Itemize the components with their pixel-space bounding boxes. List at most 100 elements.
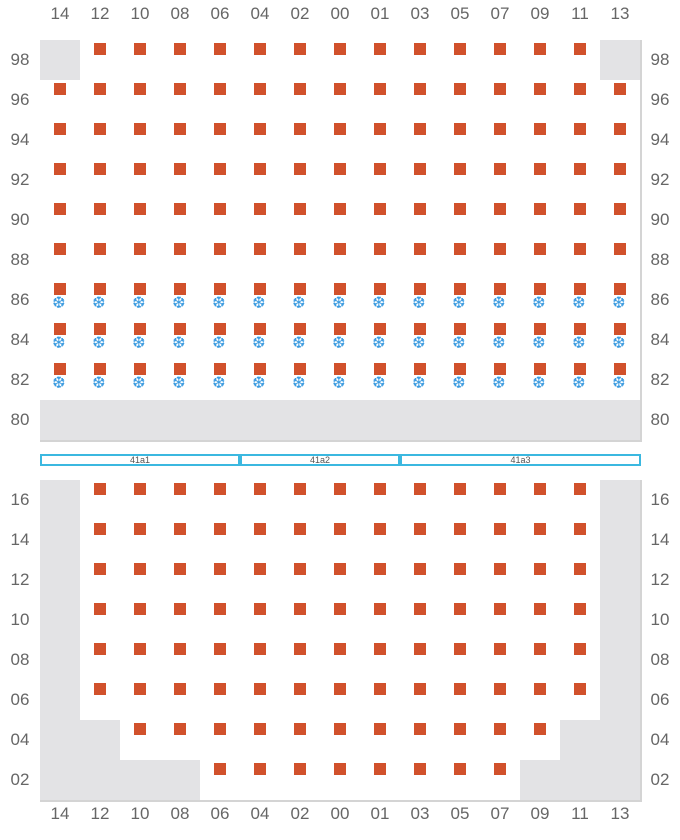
slot-cell[interactable] — [40, 200, 82, 242]
slot-cell[interactable] — [120, 160, 162, 202]
slot-cell[interactable] — [160, 120, 202, 162]
slot-cell[interactable] — [320, 680, 362, 722]
slot-cell[interactable] — [160, 600, 202, 642]
slot-cell[interactable] — [200, 680, 242, 722]
slot-cell[interactable] — [240, 680, 282, 722]
slot-cell[interactable] — [400, 40, 442, 82]
slot-cell[interactable] — [320, 720, 362, 762]
slot-cell[interactable] — [80, 600, 122, 642]
hatch-cover[interactable]: 41a1 — [40, 454, 240, 466]
slot-cell[interactable] — [320, 400, 362, 442]
slot-cell[interactable] — [280, 240, 322, 282]
slot-cell[interactable] — [440, 200, 482, 242]
slot-cell[interactable]: ❆ — [120, 360, 162, 402]
slot-cell[interactable] — [400, 520, 442, 562]
slot-cell[interactable] — [440, 120, 482, 162]
slot-cell[interactable] — [120, 120, 162, 162]
slot-cell[interactable] — [240, 600, 282, 642]
slot-cell[interactable] — [600, 160, 642, 202]
slot-cell[interactable] — [120, 40, 162, 82]
slot-cell[interactable] — [160, 760, 202, 802]
slot-cell[interactable] — [120, 720, 162, 762]
slot-cell[interactable] — [120, 600, 162, 642]
slot-cell[interactable] — [560, 400, 602, 442]
slot-cell[interactable]: ❆ — [240, 360, 282, 402]
slot-cell[interactable] — [80, 720, 122, 762]
slot-cell[interactable] — [280, 640, 322, 682]
slot-cell[interactable] — [40, 400, 82, 442]
slot-cell[interactable] — [480, 200, 522, 242]
slot-cell[interactable] — [80, 640, 122, 682]
slot-cell[interactable] — [80, 240, 122, 282]
slot-cell[interactable]: ❆ — [160, 320, 202, 362]
slot-cell[interactable] — [480, 760, 522, 802]
slot-cell[interactable] — [240, 400, 282, 442]
slot-cell[interactable] — [520, 480, 562, 522]
hatch-cover[interactable]: 41a2 — [240, 454, 400, 466]
slot-cell[interactable] — [400, 120, 442, 162]
slot-cell[interactable] — [560, 560, 602, 602]
slot-cell[interactable] — [280, 120, 322, 162]
slot-cell[interactable] — [480, 640, 522, 682]
slot-cell[interactable] — [400, 560, 442, 602]
slot-cell[interactable]: ❆ — [480, 360, 522, 402]
slot-cell[interactable]: ❆ — [120, 320, 162, 362]
slot-cell[interactable] — [600, 200, 642, 242]
slot-cell[interactable] — [160, 720, 202, 762]
slot-cell[interactable] — [480, 560, 522, 602]
slot-cell[interactable] — [120, 480, 162, 522]
slot-cell[interactable] — [520, 680, 562, 722]
slot-cell[interactable]: ❆ — [40, 280, 82, 322]
slot-cell[interactable] — [160, 160, 202, 202]
slot-cell[interactable] — [600, 480, 642, 522]
slot-cell[interactable] — [520, 520, 562, 562]
slot-cell[interactable] — [320, 80, 362, 122]
slot-cell[interactable]: ❆ — [560, 320, 602, 362]
slot-cell[interactable]: ❆ — [480, 320, 522, 362]
slot-cell[interactable] — [560, 680, 602, 722]
slot-cell[interactable] — [120, 640, 162, 682]
slot-cell[interactable] — [160, 560, 202, 602]
slot-cell[interactable] — [160, 480, 202, 522]
slot-cell[interactable] — [200, 200, 242, 242]
slot-cell[interactable] — [40, 240, 82, 282]
slot-cell[interactable] — [320, 520, 362, 562]
slot-cell[interactable] — [360, 160, 402, 202]
slot-cell[interactable] — [400, 720, 442, 762]
slot-cell[interactable] — [40, 80, 82, 122]
slot-cell[interactable] — [560, 40, 602, 82]
slot-cell[interactable] — [240, 80, 282, 122]
slot-cell[interactable] — [160, 520, 202, 562]
slot-cell[interactable] — [320, 120, 362, 162]
slot-cell[interactable] — [320, 200, 362, 242]
slot-cell[interactable] — [400, 600, 442, 642]
slot-cell[interactable] — [160, 680, 202, 722]
slot-cell[interactable] — [160, 400, 202, 442]
slot-cell[interactable] — [240, 120, 282, 162]
slot-cell[interactable] — [520, 240, 562, 282]
slot-cell[interactable] — [280, 80, 322, 122]
slot-cell[interactable] — [200, 720, 242, 762]
slot-cell[interactable] — [480, 400, 522, 442]
slot-cell[interactable] — [520, 600, 562, 642]
slot-cell[interactable] — [200, 80, 242, 122]
slot-cell[interactable] — [440, 400, 482, 442]
slot-cell[interactable]: ❆ — [520, 320, 562, 362]
slot-cell[interactable] — [440, 80, 482, 122]
slot-cell[interactable] — [40, 640, 82, 682]
slot-cell[interactable] — [480, 160, 522, 202]
slot-cell[interactable] — [280, 400, 322, 442]
slot-cell[interactable] — [440, 760, 482, 802]
slot-cell[interactable]: ❆ — [160, 360, 202, 402]
slot-cell[interactable] — [280, 720, 322, 762]
slot-cell[interactable] — [360, 560, 402, 602]
slot-cell[interactable] — [120, 80, 162, 122]
slot-cell[interactable] — [80, 200, 122, 242]
slot-cell[interactable] — [240, 720, 282, 762]
slot-cell[interactable] — [280, 520, 322, 562]
slot-cell[interactable] — [600, 600, 642, 642]
slot-cell[interactable] — [560, 80, 602, 122]
slot-cell[interactable] — [360, 520, 402, 562]
slot-cell[interactable] — [520, 560, 562, 602]
slot-cell[interactable]: ❆ — [440, 320, 482, 362]
